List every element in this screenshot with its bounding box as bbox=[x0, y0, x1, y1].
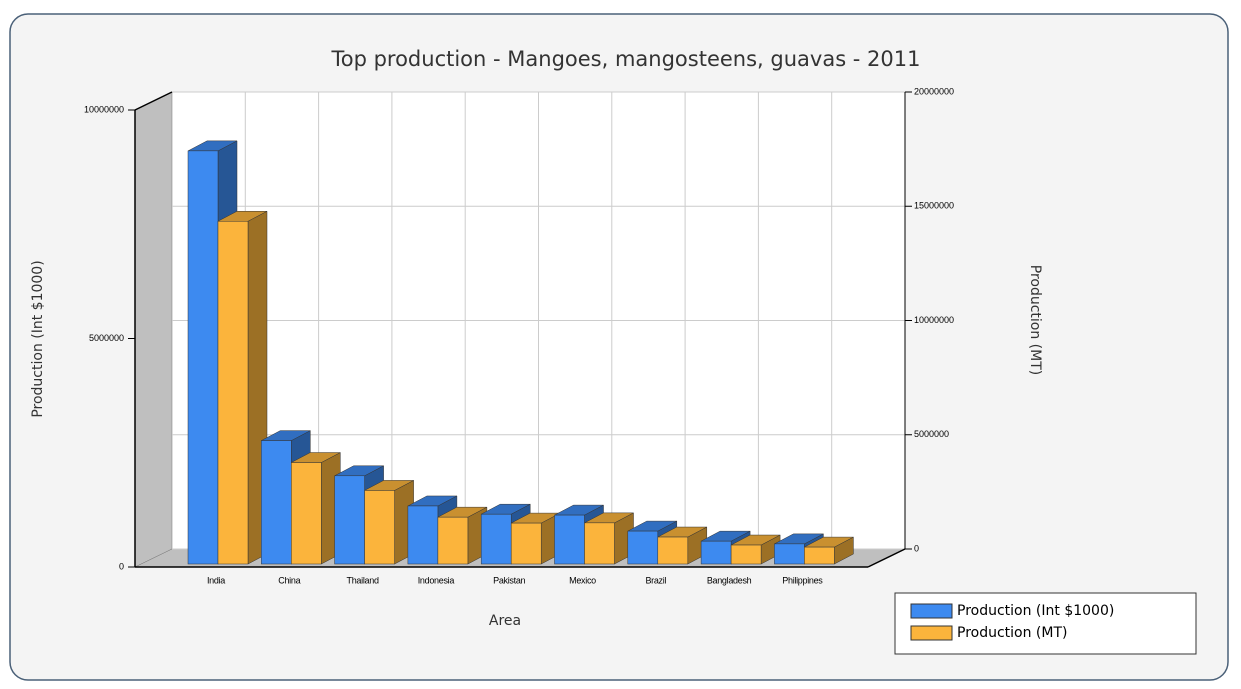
legend-swatch bbox=[910, 625, 953, 641]
y2-tick-label: 0 bbox=[914, 543, 919, 553]
x-tick-label: Thailand bbox=[347, 575, 379, 585]
bar bbox=[804, 546, 835, 565]
x-tick-label: Brazil bbox=[645, 575, 666, 585]
x-tick-label: India bbox=[207, 575, 225, 585]
bar bbox=[437, 516, 469, 565]
bar bbox=[261, 440, 292, 565]
bar bbox=[554, 514, 585, 565]
y2-tick-label: 20000000 bbox=[914, 86, 954, 96]
y2-axis-title: Production (MT) bbox=[1027, 265, 1043, 376]
x-tick-label: Bangladesh bbox=[707, 575, 752, 585]
bar bbox=[407, 505, 439, 565]
y-axis-title: Production (Int $1000) bbox=[30, 260, 46, 417]
bar bbox=[217, 221, 249, 565]
x-tick-label: China bbox=[278, 575, 300, 585]
bar bbox=[700, 540, 732, 565]
y-tick-label: 5000000 bbox=[89, 333, 124, 343]
bar bbox=[627, 530, 659, 565]
bar bbox=[291, 462, 322, 565]
legend-box bbox=[894, 592, 1197, 655]
x-axis-title: Area bbox=[489, 613, 521, 629]
bar bbox=[364, 490, 395, 565]
bar bbox=[510, 522, 542, 565]
bar bbox=[480, 513, 512, 565]
y2-tick-label: 10000000 bbox=[914, 315, 954, 325]
chart-title: Top production - Mangoes, mangosteens, g… bbox=[330, 47, 920, 71]
x-tick-label: Indonesia bbox=[418, 575, 455, 585]
bar bbox=[657, 536, 689, 565]
legend-swatch bbox=[910, 603, 953, 619]
y2-tick-label: 15000000 bbox=[914, 201, 954, 211]
y-tick-label: 10000000 bbox=[84, 104, 124, 114]
legend-label: Production (Int $1000) bbox=[957, 603, 1114, 619]
floor-edge bbox=[867, 548, 906, 568]
legend-label: Production (MT) bbox=[957, 625, 1068, 641]
side-wall bbox=[134, 91, 173, 568]
x-tick-label: Philippines bbox=[782, 575, 823, 585]
bar bbox=[584, 522, 615, 565]
y-tick-label: 0 bbox=[119, 561, 124, 571]
bar bbox=[730, 544, 762, 565]
x-tick-label: Pakistan bbox=[493, 575, 525, 585]
bar bbox=[187, 150, 219, 565]
x-tick-label: Mexico bbox=[569, 575, 596, 585]
y2-tick-label: 5000000 bbox=[914, 429, 949, 439]
bar bbox=[334, 475, 365, 565]
y-axis-top bbox=[134, 91, 173, 111]
bar bbox=[774, 543, 805, 565]
